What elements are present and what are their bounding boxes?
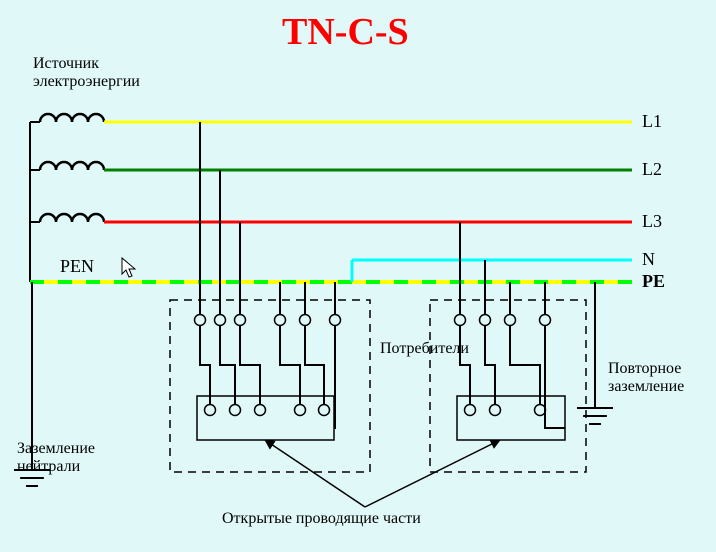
label-open-parts: Открытые проводящие части xyxy=(222,510,421,528)
label-L2: L2 xyxy=(642,159,662,180)
label-N: N xyxy=(642,249,655,270)
label-source: Источникэлектроэнергии xyxy=(33,55,140,91)
label-gnd-repeat: Повторноезаземление xyxy=(608,360,684,396)
label-L3: L3 xyxy=(642,211,662,232)
label-L1: L1 xyxy=(642,111,662,132)
label-PE: PE xyxy=(642,271,665,292)
label-consumers: Потребители xyxy=(380,340,469,358)
label-PEN: PEN xyxy=(60,256,94,277)
title: TN-C-S xyxy=(282,10,409,54)
diagram-stage: TN-C-S L1 L2 L3 NPE Источникэлектроэнергии PEN… xyxy=(0,0,716,552)
label-gnd-neutral: Заземлениенейтрали xyxy=(17,440,95,476)
